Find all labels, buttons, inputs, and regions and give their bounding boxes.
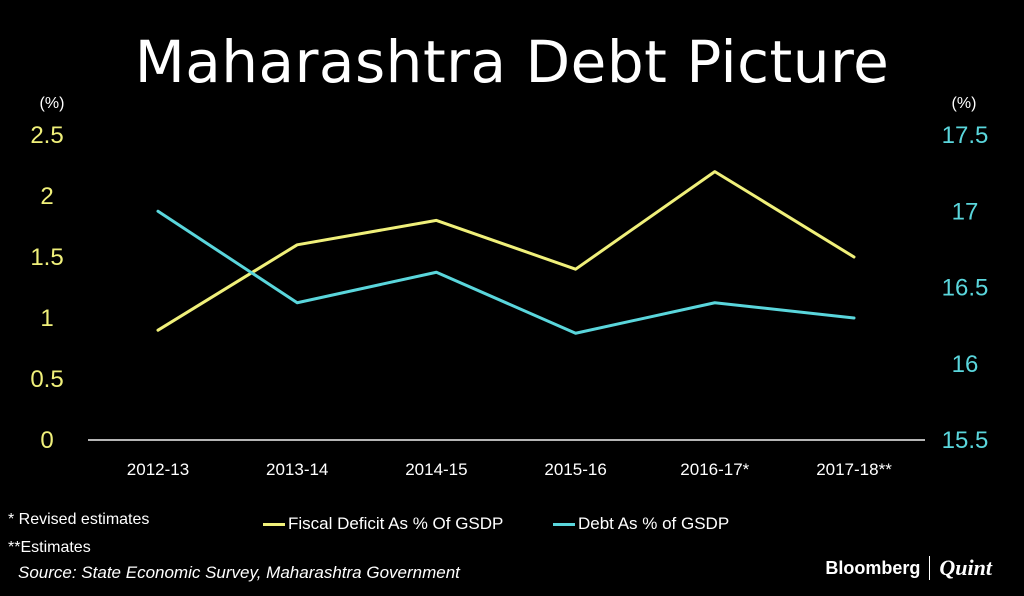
right-tick-label: 15.5	[942, 427, 989, 454]
series-line-debt	[156, 209, 856, 335]
left-axis-ticks: 0 0.5 1 1.5 2 2.5	[30, 122, 63, 454]
x-tick-label: 2016-17*	[680, 460, 749, 479]
left-tick-label: 1.5	[30, 244, 63, 271]
brand-secondary: Quint	[939, 555, 992, 580]
x-tick-label: 2013-14	[266, 460, 328, 479]
legend-swatch-debt	[553, 522, 575, 526]
x-tick-label: 2017-18**	[816, 460, 892, 479]
brand-divider	[929, 556, 931, 580]
series-line-fiscal-deficit	[156, 170, 856, 332]
right-tick-label: 17	[952, 198, 979, 225]
legend-item-debt: Debt As % of GSDP	[553, 514, 729, 534]
left-tick-label: 0.5	[30, 366, 63, 393]
legend-swatch-fiscal-deficit	[263, 522, 285, 526]
legend-item-fiscal-deficit: Fiscal Deficit As % Of GSDP	[263, 514, 503, 534]
x-tick-label: 2012-13	[127, 460, 189, 479]
right-tick-label: 16.5	[942, 275, 989, 302]
x-axis-ticks: 2012-13 2013-14 2014-15 2015-16 2016-17* 2017…	[127, 460, 892, 479]
left-tick-label: 0	[40, 427, 53, 454]
source-note: Source: State Economic Survey, Maharasht…	[18, 563, 460, 582]
right-axis-ticks: 15.5 16 16.5 17 17.5	[942, 122, 989, 454]
left-tick-label: 2.5	[30, 122, 63, 149]
right-tick-label: 17.5	[942, 122, 989, 149]
x-tick-label: 2014-15	[405, 460, 467, 479]
left-axis-label: (%)	[40, 95, 65, 112]
brand-primary: Bloomberg	[825, 557, 921, 578]
left-tick-label: 1	[40, 305, 53, 332]
footnote-estimates: **Estimates	[8, 539, 91, 556]
right-axis-label: (%)	[952, 95, 977, 112]
left-tick-label: 2	[40, 183, 53, 210]
series-lines	[156, 170, 856, 335]
right-tick-label: 16	[952, 351, 979, 378]
x-tick-label: 2015-16	[544, 460, 606, 479]
brand-logo: Bloomberg Quint	[825, 555, 992, 581]
legend-label-fiscal-deficit: Fiscal Deficit As % Of GSDP	[288, 514, 504, 533]
chart-title: Maharashtra Debt Picture	[134, 28, 890, 96]
footnote-revised: * Revised estimates	[8, 511, 150, 528]
legend-label-debt: Debt As % of GSDP	[578, 514, 730, 533]
